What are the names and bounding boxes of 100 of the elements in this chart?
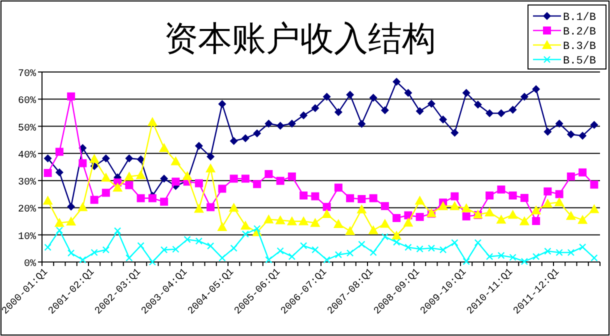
point <box>450 201 460 210</box>
point <box>566 210 576 220</box>
point <box>416 245 424 253</box>
point <box>55 168 64 176</box>
point <box>253 225 261 232</box>
point <box>358 195 366 204</box>
point <box>184 236 191 244</box>
point <box>370 248 377 256</box>
point <box>590 120 598 129</box>
point <box>194 179 203 188</box>
point <box>589 204 600 214</box>
point <box>310 218 320 227</box>
point <box>532 85 540 94</box>
point <box>90 196 98 204</box>
point <box>265 256 272 264</box>
point <box>392 238 400 246</box>
point <box>54 218 64 227</box>
point <box>102 188 110 197</box>
point <box>194 204 204 213</box>
y-tick-label: 20% <box>18 204 36 216</box>
point <box>126 254 133 262</box>
point <box>42 196 53 205</box>
point <box>497 186 506 194</box>
point <box>148 194 156 202</box>
point <box>439 116 448 124</box>
point <box>89 154 100 163</box>
point <box>520 92 528 101</box>
point <box>333 219 344 228</box>
point <box>544 187 552 196</box>
point <box>218 254 226 262</box>
point <box>67 92 76 100</box>
point <box>206 203 215 212</box>
point <box>416 212 424 221</box>
point <box>544 128 552 136</box>
point <box>380 218 390 228</box>
point <box>172 178 180 186</box>
point <box>147 116 158 126</box>
point <box>44 244 52 251</box>
point <box>300 111 308 120</box>
point <box>334 251 342 258</box>
point <box>427 100 436 108</box>
legend-label: B.1/B <box>563 12 596 24</box>
point <box>462 258 470 266</box>
point <box>428 244 436 252</box>
point <box>346 90 354 99</box>
point <box>170 156 181 166</box>
point <box>345 226 356 236</box>
point <box>486 192 494 200</box>
point <box>369 94 378 102</box>
point <box>486 109 494 118</box>
point <box>369 194 378 202</box>
point <box>404 88 412 97</box>
point <box>264 120 273 128</box>
point <box>136 170 146 180</box>
point <box>508 106 517 114</box>
point <box>322 208 332 218</box>
point <box>195 238 203 245</box>
point <box>438 201 448 210</box>
point <box>288 120 296 128</box>
point <box>311 192 320 200</box>
point <box>542 198 553 208</box>
point <box>230 136 238 145</box>
point <box>451 239 458 246</box>
point <box>288 172 296 180</box>
y-tick-label: 50% <box>18 123 36 134</box>
point <box>228 202 239 212</box>
point <box>531 205 542 214</box>
y-tick-label: 30% <box>18 178 36 189</box>
point <box>206 152 215 161</box>
point <box>276 247 284 254</box>
point <box>79 256 86 264</box>
point <box>112 182 123 192</box>
point <box>450 128 459 137</box>
point <box>124 172 134 180</box>
point <box>66 216 76 226</box>
point <box>230 244 238 252</box>
y-tick-label: 40% <box>18 150 36 162</box>
point <box>253 180 262 188</box>
point <box>520 258 528 266</box>
point <box>275 215 286 224</box>
point <box>578 243 586 251</box>
point <box>474 100 482 109</box>
point <box>566 172 575 180</box>
point <box>346 194 354 202</box>
point <box>567 248 575 256</box>
point <box>414 196 425 205</box>
point <box>484 207 495 216</box>
point <box>555 190 564 198</box>
point <box>298 216 309 226</box>
point <box>532 252 540 260</box>
point <box>462 88 470 97</box>
point <box>288 252 296 260</box>
point <box>519 216 530 226</box>
legend-label: B.5/B <box>563 56 596 68</box>
point <box>590 180 598 189</box>
point <box>100 172 111 182</box>
point <box>496 214 506 224</box>
point <box>78 159 87 168</box>
legend-label: B.2/B <box>563 26 596 38</box>
y-tick-label: 60% <box>18 96 36 108</box>
